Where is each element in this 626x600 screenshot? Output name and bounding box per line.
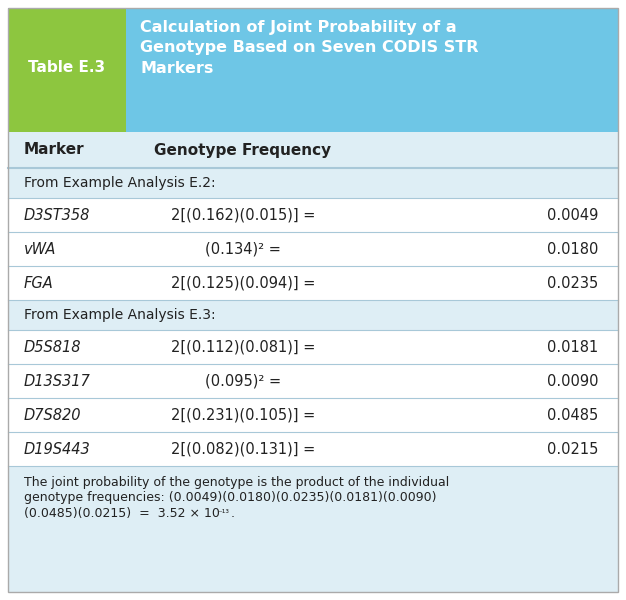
Text: 0.0181: 0.0181	[546, 340, 598, 355]
FancyBboxPatch shape	[8, 168, 618, 198]
Text: 2[(0.125)(0.094)] =: 2[(0.125)(0.094)] =	[171, 275, 315, 290]
Text: D5S818: D5S818	[24, 340, 81, 355]
FancyBboxPatch shape	[8, 232, 618, 266]
Text: 2[(0.112)(0.081)] =: 2[(0.112)(0.081)] =	[171, 340, 315, 355]
Text: Marker: Marker	[24, 142, 85, 157]
Text: genotype frequencies: (0.0049)(0.0180)(0.0235)(0.0181)(0.0090): genotype frequencies: (0.0049)(0.0180)(0…	[24, 491, 436, 505]
Text: Genotype Frequency: Genotype Frequency	[155, 142, 332, 157]
FancyBboxPatch shape	[8, 300, 618, 330]
FancyBboxPatch shape	[8, 432, 618, 466]
Text: 2[(0.231)(0.105)] =: 2[(0.231)(0.105)] =	[171, 407, 315, 422]
FancyBboxPatch shape	[8, 8, 126, 132]
Text: From Example Analysis E.3:: From Example Analysis E.3:	[24, 308, 215, 322]
FancyBboxPatch shape	[8, 466, 618, 592]
Text: (0.095)² =: (0.095)² =	[205, 373, 281, 389]
Text: FGA: FGA	[24, 275, 54, 290]
Text: The joint probability of the genotype is the product of the individual: The joint probability of the genotype is…	[24, 476, 449, 489]
Text: .: .	[231, 507, 235, 520]
Text: 0.0180: 0.0180	[546, 241, 598, 257]
Text: D19S443: D19S443	[24, 442, 91, 457]
Text: 0.0215: 0.0215	[546, 442, 598, 457]
Text: D3ST358: D3ST358	[24, 208, 90, 223]
Text: D13S317: D13S317	[24, 373, 91, 389]
Text: Table E.3: Table E.3	[28, 61, 106, 76]
Text: 2[(0.162)(0.015)] =: 2[(0.162)(0.015)] =	[171, 208, 315, 223]
FancyBboxPatch shape	[126, 8, 618, 132]
Text: 2[(0.082)(0.131)] =: 2[(0.082)(0.131)] =	[171, 442, 315, 457]
Text: vWA: vWA	[24, 241, 56, 257]
Text: (0.134)² =: (0.134)² =	[205, 241, 281, 257]
FancyBboxPatch shape	[8, 364, 618, 398]
FancyBboxPatch shape	[8, 198, 618, 232]
Text: 0.0485: 0.0485	[546, 407, 598, 422]
FancyBboxPatch shape	[8, 398, 618, 432]
Text: 0.0049: 0.0049	[546, 208, 598, 223]
FancyBboxPatch shape	[8, 132, 618, 592]
FancyBboxPatch shape	[8, 330, 618, 364]
Text: Calculation of Joint Probability of a
Genotype Based on Seven CODIS STR
Markers: Calculation of Joint Probability of a Ge…	[140, 20, 478, 76]
Text: D7S820: D7S820	[24, 407, 81, 422]
Text: 0.0090: 0.0090	[546, 373, 598, 389]
Text: (0.0485)(0.0215)  =  3.52 × 10: (0.0485)(0.0215) = 3.52 × 10	[24, 507, 220, 520]
Text: 0.0235: 0.0235	[546, 275, 598, 290]
Text: ⁻¹³: ⁻¹³	[217, 509, 229, 518]
FancyBboxPatch shape	[8, 266, 618, 300]
Text: From Example Analysis E.2:: From Example Analysis E.2:	[24, 176, 215, 190]
